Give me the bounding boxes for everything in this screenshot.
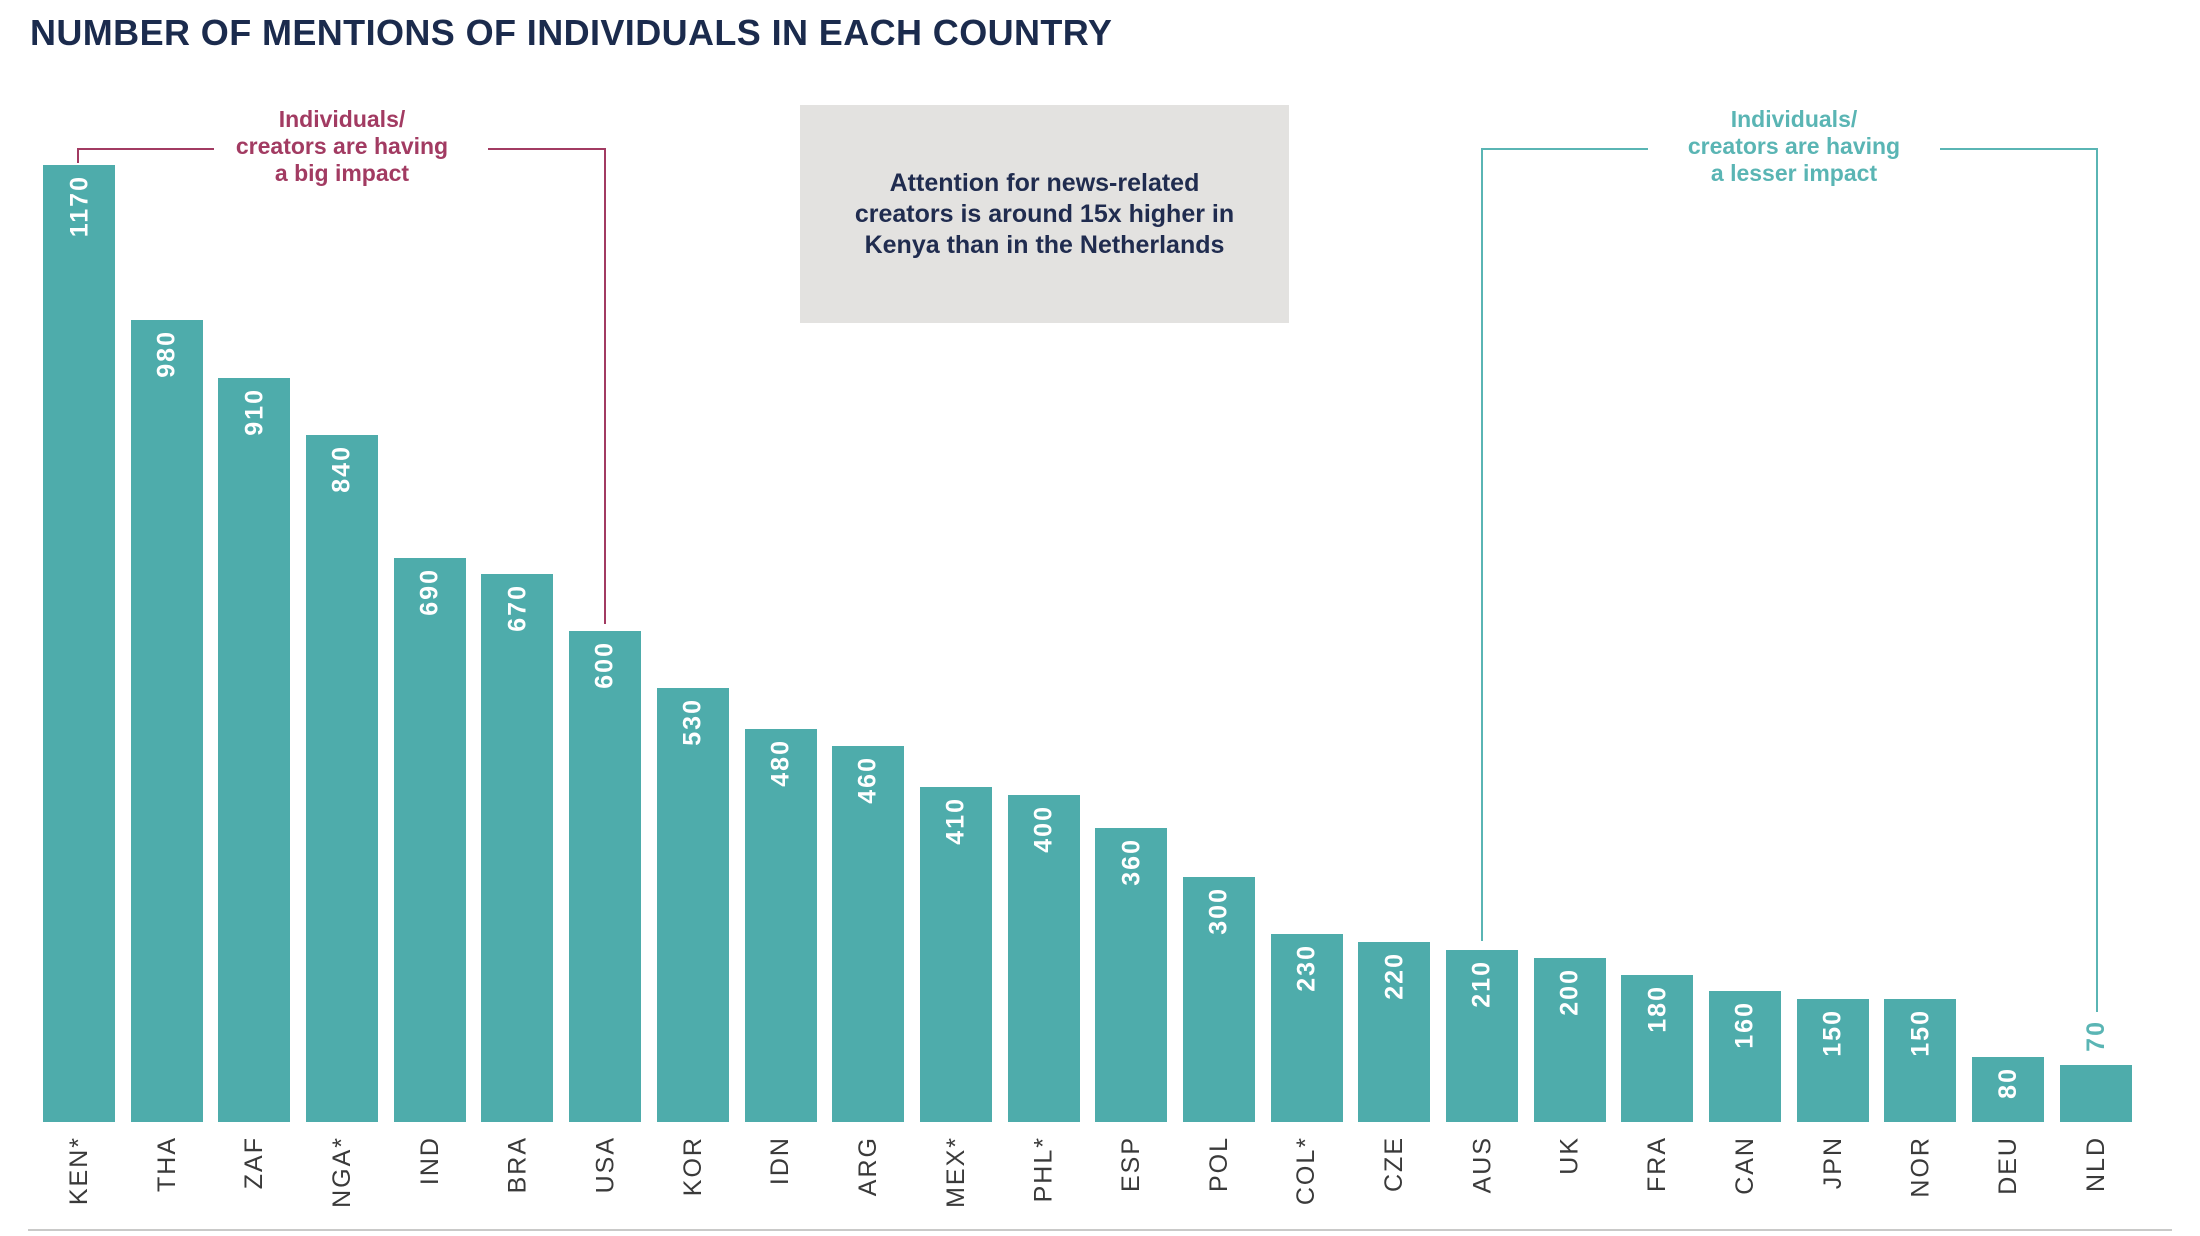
bar-value-label: 70 <box>2081 1020 2110 1052</box>
big-impact-bracket-right-line <box>488 148 606 150</box>
bar-country-label: POL <box>1204 1136 1233 1193</box>
bar-country-label: KOR <box>678 1136 707 1197</box>
bar-value-label: 150 <box>1906 1009 1935 1057</box>
bar-country-label: NGA* <box>328 1136 357 1208</box>
bar: 80 DEU <box>1972 1057 2045 1195</box>
bar: 670 BRA <box>481 574 554 1193</box>
bar-value-label: 210 <box>1468 960 1496 1008</box>
bar: 840 NGA* <box>306 435 379 1208</box>
bar-value-label: 230 <box>1292 944 1321 992</box>
bar-value-label: 80 <box>1994 1067 2023 1099</box>
callout-line: creators is around 15x higher in <box>854 199 1235 228</box>
lesser-impact-bracket-right-line <box>1940 148 2098 150</box>
bar-country-label: USA <box>591 1136 620 1194</box>
bar: 910 ZAF <box>218 378 291 1189</box>
bar-country-label: ZAF <box>240 1136 269 1190</box>
annotation-line: creators are having <box>235 133 449 159</box>
annotation-line: creators are having <box>1687 133 1901 159</box>
bar-value-label: 980 <box>152 330 181 378</box>
bar-value-label: 160 <box>1731 1001 1760 1049</box>
bar-country-label: COL* <box>1292 1136 1321 1206</box>
bar-country-label: FRA <box>1643 1136 1672 1192</box>
bar-country-label: UK <box>1555 1136 1584 1175</box>
bar: 220 CZE <box>1358 942 1431 1192</box>
bar-country-label: PHL* <box>1029 1136 1058 1203</box>
bar-value-label: 840 <box>328 445 357 493</box>
bar: 600 USA <box>569 631 642 1193</box>
bar-value-label: 200 <box>1555 968 1584 1016</box>
bar-country-label: THA <box>152 1136 181 1192</box>
bar-country-label: NLD <box>2081 1136 2110 1193</box>
bar-country-label: JPN <box>1818 1136 1847 1190</box>
callout-text: Attention for news-related creators is a… <box>855 168 1234 261</box>
bar-value-label: 530 <box>678 698 707 746</box>
bar-value-label: 300 <box>1204 887 1233 935</box>
bar-value-label: 690 <box>415 568 444 616</box>
bar: 230 COL* <box>1270 934 1343 1205</box>
big-impact-bracket-left-line <box>78 148 214 150</box>
bar-value-label: 400 <box>1029 805 1058 853</box>
bar-country-label: NOR <box>1906 1136 1935 1198</box>
bar-value-label: 360 <box>1117 838 1146 886</box>
bar-value-label: 410 <box>941 797 970 845</box>
bar-value-label: 180 <box>1643 985 1672 1033</box>
bar-value-label: 1170 <box>65 175 93 238</box>
bar-country-label: CAN <box>1731 1136 1760 1195</box>
bar: 480 IDN <box>744 729 817 1185</box>
bar: 460 ARG <box>832 746 905 1196</box>
big-impact-bracket-left-tick <box>77 148 79 163</box>
bar: 150 JPN <box>1796 999 1869 1189</box>
bar: 690 IND <box>393 558 466 1185</box>
bar: 70 NLD <box>2059 1020 2132 1192</box>
bar-value-label: 910 <box>240 388 269 436</box>
callout-box: Attention for news-related creators is a… <box>800 105 1289 323</box>
bar-country-label: CZE <box>1380 1136 1409 1192</box>
bar-country-label: ARG <box>854 1136 883 1197</box>
bar-value-label: 460 <box>854 756 883 804</box>
lesser-impact-bracket-left-line <box>1482 148 1648 150</box>
bar: 410 MEX* <box>919 787 992 1208</box>
bar-country-label: AUS <box>1468 1136 1496 1194</box>
bar-country-label: IDN <box>766 1136 795 1186</box>
bar-country-label: DEU <box>1994 1136 2023 1195</box>
bar: 180 FRA <box>1621 975 1694 1192</box>
annotation-line: Individuals/ <box>278 106 406 132</box>
bar: 980 THA <box>130 320 203 1192</box>
page-title: NUMBER OF MENTIONS OF INDIVIDUALS IN EAC… <box>30 12 1113 53</box>
bar-value-label: 480 <box>766 739 795 787</box>
callout-line: Attention for news-related <box>889 168 1200 197</box>
bottom-divider <box>28 1229 2172 1231</box>
bar-value-label: 220 <box>1380 952 1409 1000</box>
bar-country-label: KEN* <box>65 1136 93 1206</box>
bar-country-label: MEX* <box>941 1136 970 1208</box>
bar-country-label: BRA <box>503 1136 532 1194</box>
annotation-line: Individuals/ <box>1730 106 1858 132</box>
bar: 160 CAN <box>1709 991 1782 1195</box>
bar-country-label: IND <box>415 1136 444 1186</box>
bar: 210 AUS <box>1446 950 1518 1193</box>
bar-value-label: 150 <box>1818 1009 1847 1057</box>
bar: 150 NOR <box>1884 999 1957 1198</box>
bar-country-label: ESP <box>1117 1136 1146 1193</box>
bar: 400 PHL* <box>1007 795 1080 1202</box>
bar-value-label: 600 <box>591 641 620 689</box>
bar: 360 ESP <box>1095 828 1168 1192</box>
bar: 1170 KEN* <box>43 165 115 1205</box>
callout-line: Kenya than in the Netherlands <box>864 230 1225 259</box>
bar: 300 POL <box>1182 877 1255 1192</box>
bar: 530 KOR <box>656 688 729 1196</box>
bar-chart: 1170 KEN* 980 THA 910 ZAF 840 NGA* 690 IND 670 BRA 6… <box>43 165 2132 1208</box>
bar: 200 UK <box>1533 958 1606 1175</box>
bar-value-label: 670 <box>503 584 532 632</box>
